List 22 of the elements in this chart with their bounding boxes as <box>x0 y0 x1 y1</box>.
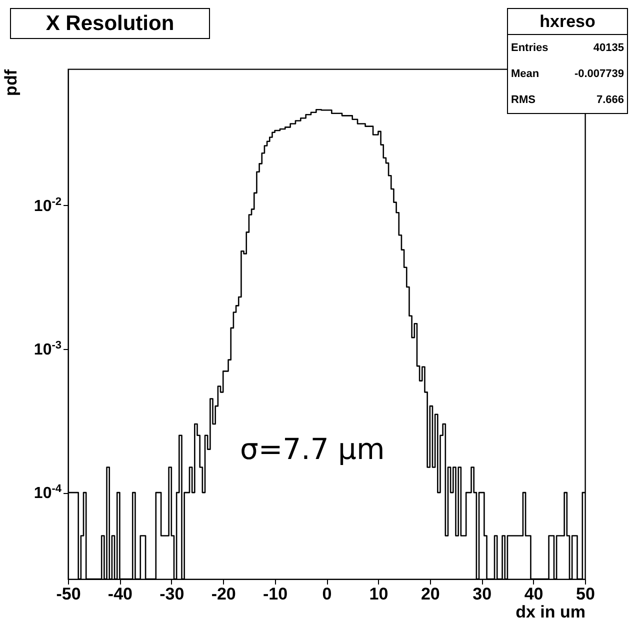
x-tick-label: -50 <box>56 584 81 604</box>
annotation: Mean <box>511 67 540 82</box>
y-tick-label: 10$^{-3}$ <box>34 339 62 358</box>
annotation: σ=7.7 µm <box>240 432 385 466</box>
x-tick-label: -10 <box>263 584 288 604</box>
x-tick-label: 0 <box>322 584 332 604</box>
x-tick-label: -20 <box>211 584 236 604</box>
x-tick-label: 40 <box>524 584 544 604</box>
statistics-box: hxreso Entries 40135 Mean -0.007739 RMS 7.666 <box>507 8 628 114</box>
chart-title: X Resolution <box>10 8 210 39</box>
x-tick-label: 50 <box>576 584 595 604</box>
x-tick-label: 20 <box>420 584 440 604</box>
x-tick-label: 10 <box>369 584 388 604</box>
annotation: RMS <box>511 93 536 108</box>
y-tick-label: 10$^{-2}$ <box>34 196 62 215</box>
x-tick-label: -40 <box>108 584 132 604</box>
y-tick-label: 10$^{-4}$ <box>34 483 62 502</box>
x-tick-label: 30 <box>472 584 492 604</box>
x-axis-title: dx in um <box>516 602 586 622</box>
y-axis-title: pdf <box>2 69 20 96</box>
x-tick-label: -30 <box>160 584 184 604</box>
annotation: -0.007739 <box>574 67 624 82</box>
